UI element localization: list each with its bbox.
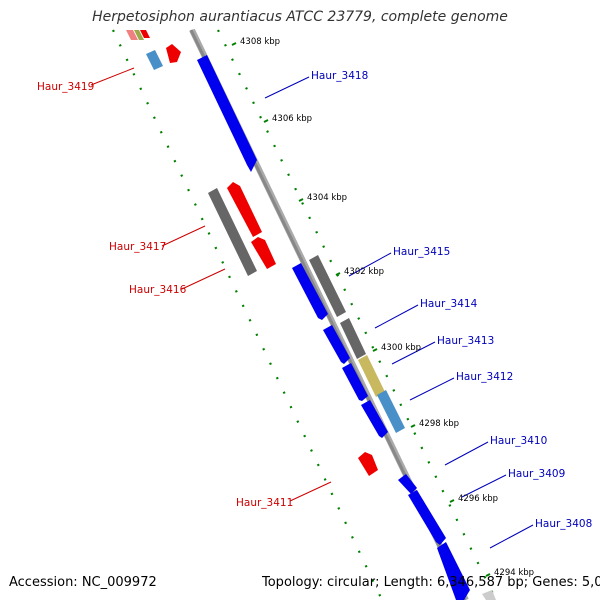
gene-haur-3411 xyxy=(358,452,378,476)
gene-label[interactable]: Haur_3413 xyxy=(437,335,494,347)
tick-label: 4304 kbp xyxy=(307,193,347,203)
tick-mark xyxy=(449,499,455,503)
gene-label[interactable]: Haur_3419 xyxy=(37,81,94,93)
tick-labels: 4308 kbp 4306 kbp 4304 kbp 4302 kbp 4300 kbp… xyxy=(240,37,534,578)
gene-haur-3412-c xyxy=(361,400,388,438)
gene-haur-3414-grey xyxy=(309,255,346,317)
gene-label[interactable]: Haur_3415 xyxy=(393,246,450,258)
leader-line xyxy=(489,524,534,549)
gene-label[interactable]: Haur_3416 xyxy=(129,284,187,296)
tick-label: 4300 kbp xyxy=(381,343,421,353)
label-leaders xyxy=(90,67,534,549)
tick-label: 4296 kbp xyxy=(458,494,498,504)
tick-label: 4298 kbp xyxy=(419,419,459,429)
tick-mark xyxy=(410,424,416,428)
gene-haur-3415 xyxy=(292,263,328,320)
cropped-genes-top xyxy=(126,30,150,40)
leader-line xyxy=(348,252,392,277)
leader-line xyxy=(374,304,419,329)
dotted-guide-2 xyxy=(217,29,497,600)
gene-haur-3419 xyxy=(146,50,163,70)
tick-label: 4302 kbp xyxy=(344,267,384,277)
accession-text: Accession: NC_009972 xyxy=(9,575,157,590)
tick-mark xyxy=(372,348,378,352)
tick-mark xyxy=(263,119,269,123)
tick-mark xyxy=(231,42,237,46)
gene-label[interactable]: Haur_3418 xyxy=(311,70,368,82)
summary-text: Topology: circular; Length: 6,346,587 bp… xyxy=(262,575,600,590)
gene-label[interactable]: Haur_3414 xyxy=(420,298,478,310)
leader-line xyxy=(444,441,489,466)
tick-mark xyxy=(298,198,304,202)
gene-haur-3410 xyxy=(398,474,417,494)
gene-label[interactable]: Haur_3408 xyxy=(535,518,592,530)
dotted-guide-1 xyxy=(112,29,383,600)
tick-label: 4308 kbp xyxy=(240,37,280,47)
gene-haur-3414 xyxy=(323,325,350,364)
tick-label: 4306 kbp xyxy=(272,114,312,124)
gene-haur-3412-a xyxy=(342,363,368,401)
tick-mark xyxy=(485,573,491,577)
gene-haur-3417-grey xyxy=(208,188,257,276)
leader-line xyxy=(409,377,455,401)
leader-line xyxy=(161,225,206,247)
gene-label[interactable]: Haur_3409 xyxy=(508,468,565,480)
gene-label[interactable]: Haur_3411 xyxy=(236,497,293,509)
leader-line xyxy=(90,67,135,86)
tick-marks xyxy=(231,42,491,577)
gene-haur-3419b xyxy=(166,44,181,63)
dotted-guides xyxy=(112,29,497,600)
gene-label[interactable]: Haur_3410 xyxy=(490,435,547,447)
tick-label: 4294 kbp xyxy=(494,568,534,578)
gene-haur-3409 xyxy=(408,490,446,545)
gene-haur-3416 xyxy=(251,237,276,269)
gene-haur-3417 xyxy=(227,182,262,237)
tick-mark xyxy=(335,272,341,276)
leader-line xyxy=(391,341,436,365)
gene-haur-3408 xyxy=(437,542,470,600)
gene-bottom-cropped xyxy=(482,590,496,600)
gene-haur-3418 xyxy=(197,55,257,172)
gene-label[interactable]: Haur_3417 xyxy=(109,241,166,253)
gene-haur-3413-grey xyxy=(340,318,366,359)
leader-line xyxy=(264,76,310,99)
leader-line xyxy=(181,268,226,290)
gene-labels: Haur_3419 Haur_3418 Haur_3417 Haur_3416 Haur… xyxy=(37,70,592,530)
gene-haur-3413 xyxy=(358,355,385,397)
map-title: Herpetosiphon aurantiacus ATCC 23779, co… xyxy=(92,9,508,25)
gene-haur-3412-b xyxy=(377,390,405,433)
gene-label[interactable]: Haur_3412 xyxy=(456,371,513,383)
leader-line xyxy=(461,474,507,498)
leader-line xyxy=(289,481,332,502)
